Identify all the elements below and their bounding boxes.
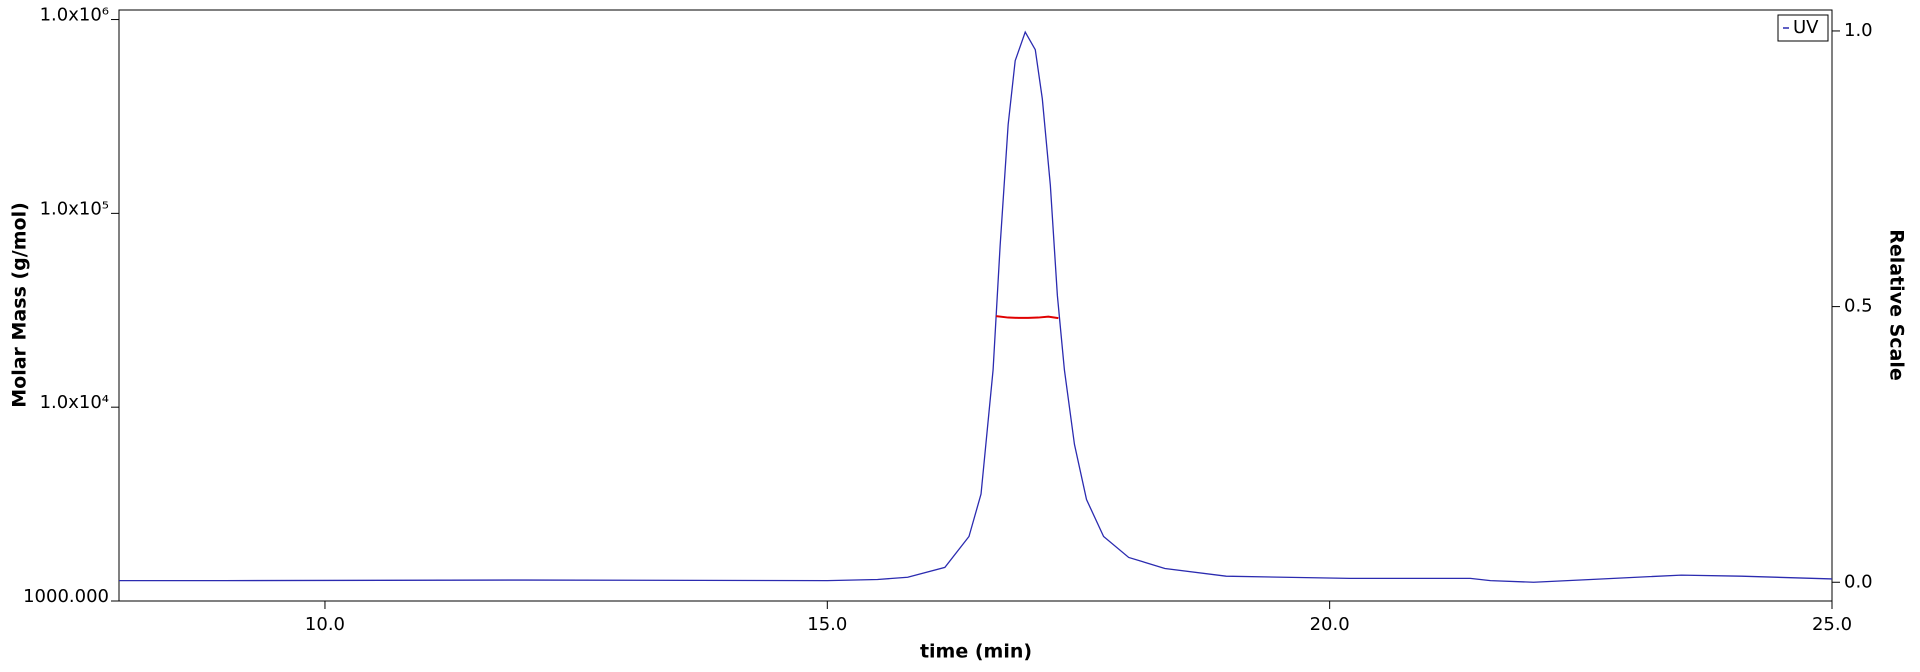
y-tick-label: 1.0x10⁴ — [40, 392, 109, 413]
series-line — [119, 30, 1833, 583]
y2-tick-label: 0.5 — [1844, 296, 1873, 317]
series-line — [995, 315, 1059, 320]
x-tick-label: 20.0 — [1310, 614, 1350, 635]
x-axis-title: time (min) — [920, 641, 1032, 663]
x-tick-label: 10.0 — [305, 614, 345, 635]
y-tick-label: 1.0x10⁶ — [40, 5, 109, 26]
y2-axis-title: Relative Scale — [1886, 229, 1908, 381]
x-tick-label: 15.0 — [807, 614, 847, 635]
x-tick-label: 25.0 — [1812, 614, 1852, 635]
y-tick-label: 1000.000 — [23, 586, 109, 607]
legend-label: UV — [1793, 17, 1819, 38]
y-tick-label: 1.0x10⁵ — [40, 198, 109, 219]
y2-tick-label: 1.0 — [1844, 20, 1873, 41]
y-axis-title: Molar Mass (g/mol) — [9, 202, 31, 408]
y2-tick-label: 0.0 — [1844, 571, 1873, 592]
plot-frame — [118, 9, 1833, 602]
